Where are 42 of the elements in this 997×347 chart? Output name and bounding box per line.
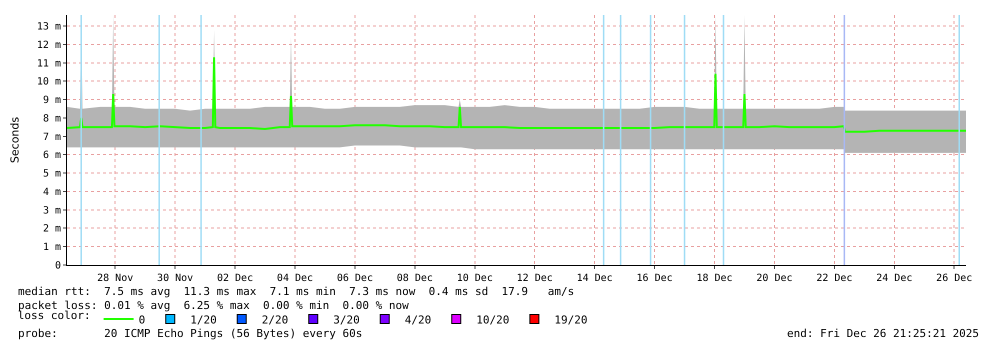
x-tick-label: 04 Dec <box>276 273 314 284</box>
y-tick-label: 12 m <box>36 40 61 51</box>
x-tick-label: 16 Dec <box>636 273 673 284</box>
x-tick-label: 14 Dec <box>576 273 613 284</box>
legend-label: 10/20 <box>476 313 510 326</box>
x-tick-label: 22 Dec <box>816 273 852 284</box>
x-tick-label: 10 Dec <box>456 273 493 284</box>
x-tick-label: 26 Dec <box>936 273 972 284</box>
y-tick-label: 1 m <box>42 242 61 254</box>
y-tick-label: 5 m <box>42 168 61 180</box>
y-tick-label: 4 m <box>42 186 61 198</box>
legend-label: 0 <box>138 313 146 326</box>
x-tick-label: 18 Dec <box>696 273 733 284</box>
y-tick-label: 2 m <box>42 224 61 235</box>
x-tick-label: 28 Nov <box>97 273 134 284</box>
x-tick-label: 20 Dec <box>756 273 793 284</box>
x-tick-label: 24 Dec <box>876 273 912 284</box>
x-tick-label: 06 Dec <box>336 273 373 284</box>
y-tick-label: 11 m <box>36 58 61 70</box>
y-tick-label: 0 <box>54 260 61 272</box>
y-tick-label: 9 m <box>42 95 61 106</box>
legend-label: 19/20 <box>554 313 588 326</box>
x-tick-label: 02 Dec <box>216 273 254 284</box>
y-tick-label: 8 m <box>42 113 61 124</box>
legend-label: 4/20 <box>404 313 432 326</box>
line-series <box>67 56 966 133</box>
x-tick-label: 08 Dec <box>396 273 433 284</box>
y-tick-label: 6 m <box>42 150 61 162</box>
legend-label: 1/20 <box>190 313 217 326</box>
text: probe: 20 ICMP Echo Pings (56 Bytes) every 60s <box>18 327 362 340</box>
text: median rtt: 7.5 ms avg 11.3 ms max 7.1 ms min 7.3 ms now 0.4 ms sd 17.9 am/s <box>18 285 574 298</box>
y-tick-label: 10 m <box>36 76 61 88</box>
legend-label: 2/20 <box>262 313 288 326</box>
legend-label: 3/20 <box>333 313 360 326</box>
text: end: Fri Dec 26 21:25:21 2025 <box>787 327 980 340</box>
text: packet loss: 0.01 % avg 6.25 % max 0.00 % min 0.00 % now <box>18 299 410 312</box>
y-tick-label: 7 m <box>42 132 61 143</box>
x-tick-label: 12 Dec <box>516 273 553 284</box>
y-axis-title: Seconds <box>8 116 22 164</box>
x-tick-label: 30 Nov <box>157 273 194 284</box>
y-tick-label: 13 m <box>36 22 61 33</box>
y-tick-label: 3 m <box>42 205 61 216</box>
